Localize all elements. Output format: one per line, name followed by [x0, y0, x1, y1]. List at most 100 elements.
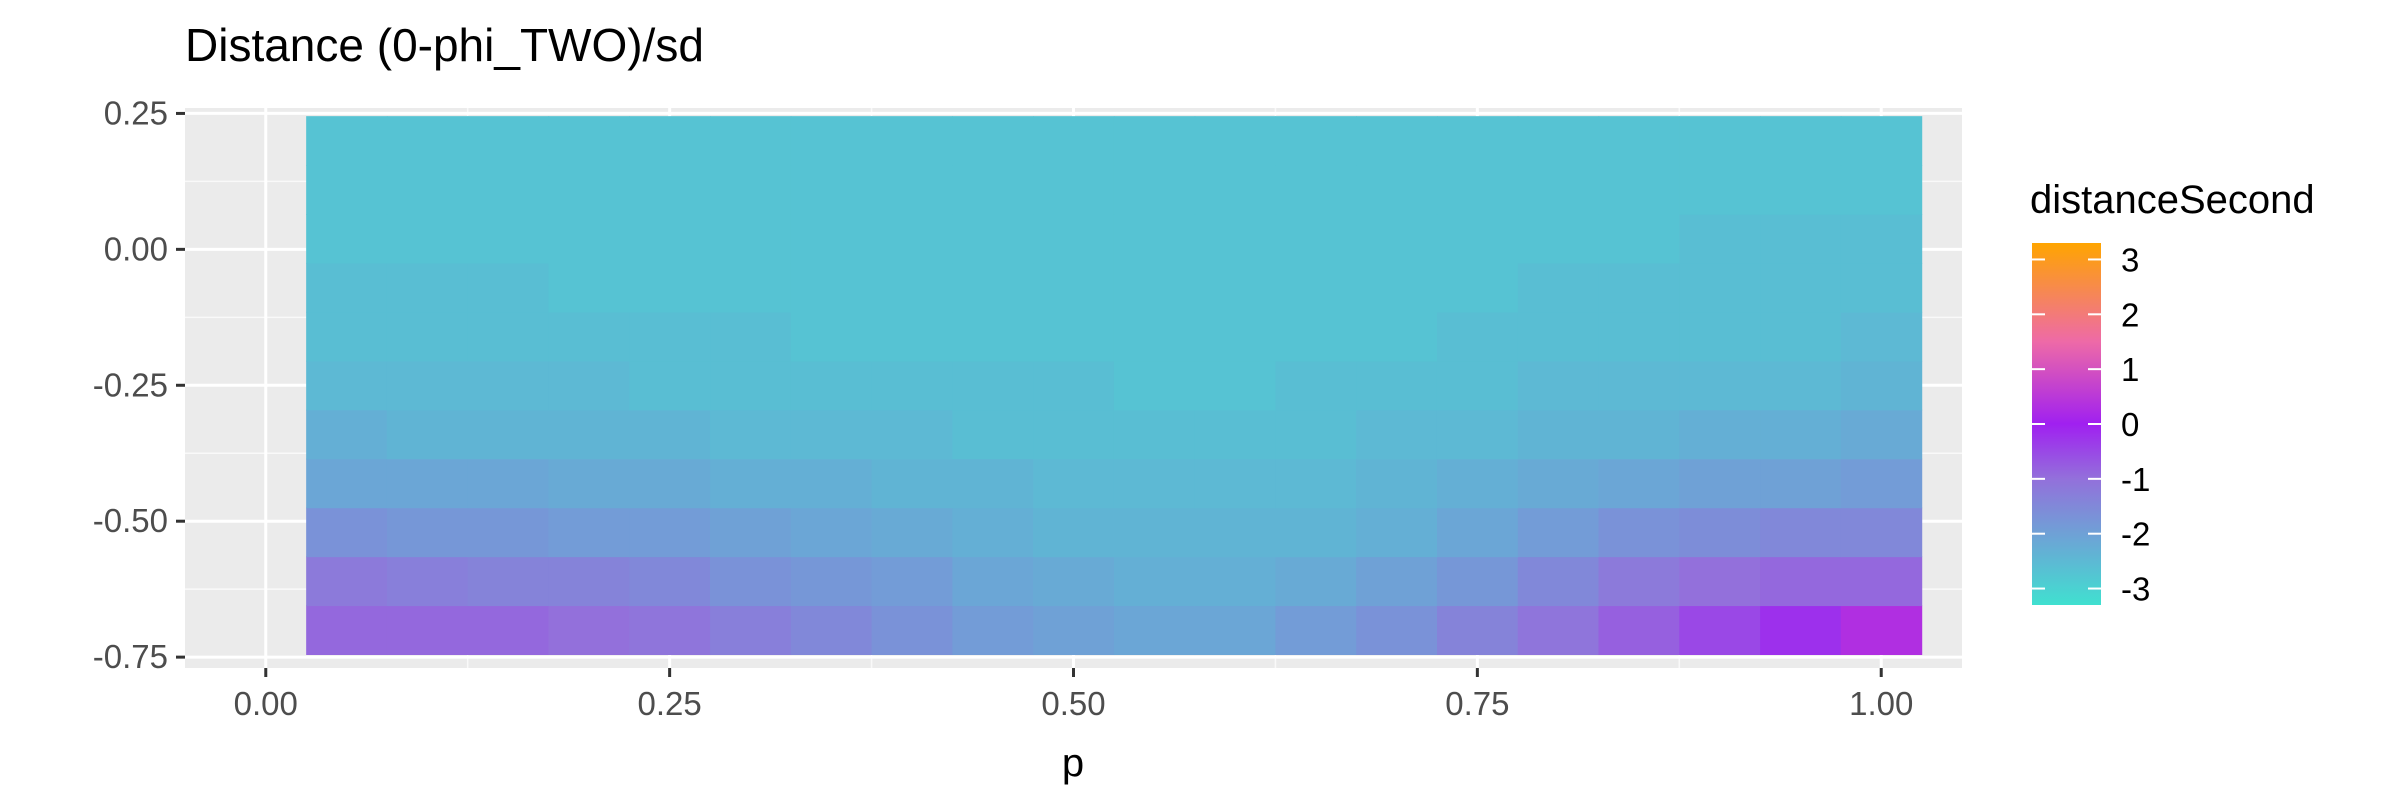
heatmap-tile [1275, 262, 1357, 313]
heatmap-tiles [306, 116, 1923, 656]
heatmap-tile [629, 165, 711, 215]
heatmap-tile [1356, 409, 1438, 460]
heatmap-tile [710, 507, 792, 558]
heatmap-tile [548, 165, 630, 215]
heatmap-tile [467, 165, 550, 215]
heatmap-tile [952, 262, 1034, 313]
y-tick-label: 0.00 [104, 230, 168, 267]
heatmap-tile [1033, 214, 1115, 264]
heatmap-tile [1679, 458, 1761, 509]
heatmap-tile [1436, 458, 1519, 509]
heatmap-tile [1840, 360, 1923, 411]
heatmap-tile [306, 556, 388, 607]
heatmap-tile [629, 605, 711, 656]
heatmap-tile [1517, 360, 1600, 411]
heatmap-tile [1517, 605, 1600, 656]
heatmap-tile [1679, 262, 1761, 313]
y-tick-label: -0.50 [93, 502, 168, 539]
heatmap-tile [1194, 116, 1277, 166]
heatmap-tile [1436, 311, 1519, 362]
heatmap-tile [1517, 409, 1600, 460]
heatmap-tile [1598, 262, 1680, 313]
heatmap-tile [306, 409, 388, 460]
heatmap-tile [548, 214, 630, 264]
heatmap-tile [871, 556, 953, 607]
heatmap-tile [1356, 360, 1438, 411]
heatmap-tile [790, 116, 873, 166]
heatmap-tile [1679, 605, 1761, 656]
heatmap-tile [952, 116, 1034, 166]
heatmap-tile [548, 409, 630, 460]
heatmap-tile [1679, 311, 1761, 362]
heatmap-tile [1598, 165, 1680, 215]
heatmap-tile [629, 507, 711, 558]
heatmap-tile [1113, 556, 1196, 607]
heatmap-tile [1275, 311, 1357, 362]
heatmap-tile [306, 360, 388, 411]
heatmap-tile [1760, 116, 1842, 166]
heatmap-tile [1356, 214, 1438, 264]
heatmap-tile [710, 409, 792, 460]
heatmap-tile [1840, 165, 1923, 215]
heatmap-tile [467, 507, 550, 558]
heatmap-tile [1356, 458, 1438, 509]
axes: 0.00 0.25 0.50 0.75 1.00 0.25 0.00 -0.25 -0.50 -0… [93, 94, 1914, 722]
heatmap-tile [952, 214, 1034, 264]
heatmap-tile [1033, 507, 1115, 558]
heatmap-tile [467, 605, 550, 656]
heatmap-tile [1033, 311, 1115, 362]
heatmap-tile [1033, 360, 1115, 411]
heatmap-tile [1679, 214, 1761, 264]
heatmap-tile [1436, 262, 1519, 313]
x-tick-label: 0.75 [1445, 685, 1509, 722]
heatmap-tile [871, 262, 953, 313]
heatmap-tile [386, 556, 469, 607]
heatmap-tile [1194, 605, 1277, 656]
heatmap-tile [1033, 605, 1115, 656]
heatmap-tile [871, 605, 953, 656]
heatmap-tile [306, 311, 388, 362]
heatmap-tile [1598, 605, 1680, 656]
heatmap-tile [1598, 507, 1680, 558]
x-tick-label: 0.00 [234, 685, 298, 722]
heatmap-tile [790, 360, 873, 411]
heatmap-tile [790, 507, 873, 558]
heatmap-tile [710, 605, 792, 656]
heatmap-tile [1598, 311, 1680, 362]
heatmap-tile [1033, 262, 1115, 313]
heatmap-tile [1033, 556, 1115, 607]
heatmap-tile [1436, 165, 1519, 215]
heatmap-tile [952, 165, 1034, 215]
heatmap-tile [1760, 556, 1842, 607]
heatmap-tile [467, 311, 550, 362]
heatmap-tile [306, 165, 388, 215]
heatmap-tile [1194, 507, 1277, 558]
heatmap-tile [1598, 458, 1680, 509]
heatmap-tile [386, 605, 469, 656]
heatmap-tile [467, 458, 550, 509]
heatmap-tile [629, 409, 711, 460]
heatmap-tile [1517, 116, 1600, 166]
heatmap-tile [871, 165, 953, 215]
heatmap-tile [629, 116, 711, 166]
heatmap-tile [1356, 556, 1438, 607]
y-tick-label: 0.25 [104, 94, 168, 131]
heatmap-tile [790, 605, 873, 656]
heatmap-tile [1517, 262, 1600, 313]
heatmap-tile [1517, 507, 1600, 558]
heatmap-tile [1760, 214, 1842, 264]
heatmap-tile [1194, 262, 1277, 313]
heatmap-tile [1113, 605, 1196, 656]
legend-label: 1 [2121, 351, 2139, 388]
heatmap-tile [1113, 165, 1196, 215]
heatmap-tile [1194, 458, 1277, 509]
heatmap-tile [386, 409, 469, 460]
heatmap-tile [1840, 214, 1923, 264]
heatmap-tile [952, 507, 1034, 558]
heatmap-tile [306, 458, 388, 509]
heatmap-tile [1356, 116, 1438, 166]
heatmap-tile [1840, 507, 1923, 558]
heatmap-tile [1840, 409, 1923, 460]
heatmap-tile [710, 311, 792, 362]
